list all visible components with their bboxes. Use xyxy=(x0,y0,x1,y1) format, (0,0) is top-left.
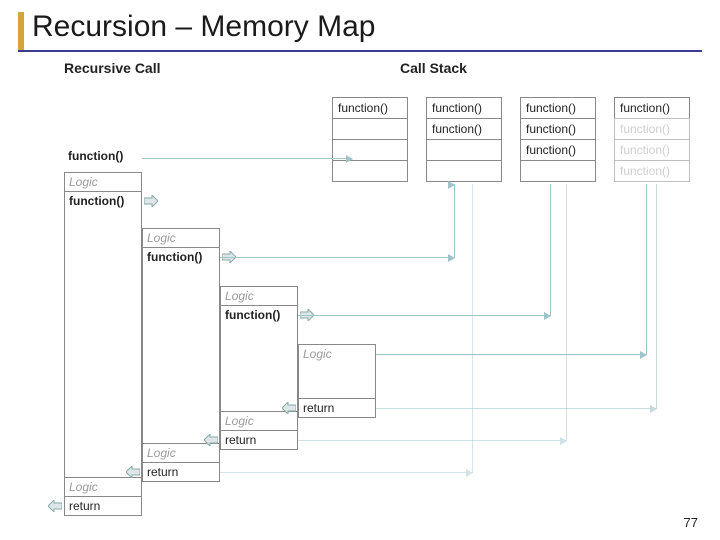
label-recursive-call: Recursive Call xyxy=(64,60,161,76)
frame3-logic2: Logic xyxy=(220,411,298,431)
stack-cell: function() xyxy=(614,97,690,119)
call-arrow-1 xyxy=(144,195,158,207)
stack-cell-faded: function() xyxy=(614,160,690,182)
stack-cell-faded: function() xyxy=(614,118,690,140)
page-title: Recursion – Memory Map xyxy=(32,10,702,44)
frame1-logic2: Logic xyxy=(64,477,142,497)
arrow-to-stack-3h xyxy=(298,315,550,316)
stack-cell: function() xyxy=(520,118,596,140)
return-arrow-4 xyxy=(282,402,296,414)
ret-line-3 xyxy=(298,440,566,441)
return-arrow-1 xyxy=(48,500,62,512)
frame1-logic: Logic xyxy=(64,172,142,192)
label-call-stack: Call Stack xyxy=(400,60,467,76)
arrow-to-stack-4h xyxy=(376,354,646,355)
stack-cell-blank: . xyxy=(520,160,596,182)
frame3-body xyxy=(220,324,298,412)
ret-line-3v xyxy=(566,184,567,441)
stack-col-3: function() function() function() . xyxy=(520,98,596,182)
title-rule xyxy=(18,50,702,52)
frame4-return: return xyxy=(298,398,376,418)
arrow-to-stack-4v xyxy=(646,184,647,355)
frame2-logic: Logic xyxy=(142,228,220,248)
arrow-to-stack-2v xyxy=(454,184,455,258)
ret-line-2 xyxy=(220,472,472,473)
frame2-return: return xyxy=(142,462,220,482)
stack-col-4: function() function() function() functio… xyxy=(614,98,690,182)
frame4-body xyxy=(298,363,376,399)
stack-col-2: function() function() . . xyxy=(426,98,502,182)
page-number: 77 xyxy=(684,515,698,530)
arrow-to-stack-2h xyxy=(220,257,454,258)
stack-cell: function() xyxy=(426,97,502,119)
frame3-call-fn: function() xyxy=(220,305,298,325)
stack-cell: function() xyxy=(520,97,596,119)
frame2-logic2: Logic xyxy=(142,443,220,463)
frame3-return: return xyxy=(220,430,298,450)
frame2-body xyxy=(142,266,220,444)
frame1-return: return xyxy=(64,496,142,516)
stack-cell: function() xyxy=(520,139,596,161)
stack-cell-blank: . xyxy=(426,139,502,161)
diagram-canvas: Recursive Call Call Stack function() Log… xyxy=(40,60,680,505)
stack-cell-blank: . xyxy=(332,118,408,140)
stack-cell-blank: . xyxy=(426,160,502,182)
stack-cell: function() xyxy=(426,118,502,140)
stack-cell-blank: . xyxy=(332,160,408,182)
frame1-fn-header: function() xyxy=(64,146,142,166)
return-arrow-3 xyxy=(204,434,218,446)
title-accent xyxy=(18,12,24,50)
ret-line-4v xyxy=(656,184,657,409)
frame1-call-fn: function() xyxy=(64,191,142,211)
frame1-body xyxy=(64,210,142,478)
stack-col-1: function() . . . xyxy=(332,98,408,182)
frame2-call-fn: function() xyxy=(142,247,220,267)
stack-cell-faded: function() xyxy=(614,139,690,161)
arrow-to-stack-1 xyxy=(142,158,352,159)
title-bar: Recursion – Memory Map xyxy=(18,10,702,52)
arrow-to-stack-3v xyxy=(550,184,551,316)
ret-line-4 xyxy=(376,408,656,409)
frame4-logic: Logic xyxy=(298,344,376,364)
frame3-logic: Logic xyxy=(220,286,298,306)
ret-line-2v xyxy=(472,184,473,473)
return-arrow-2 xyxy=(126,466,140,478)
stack-cell: function() xyxy=(332,97,408,119)
